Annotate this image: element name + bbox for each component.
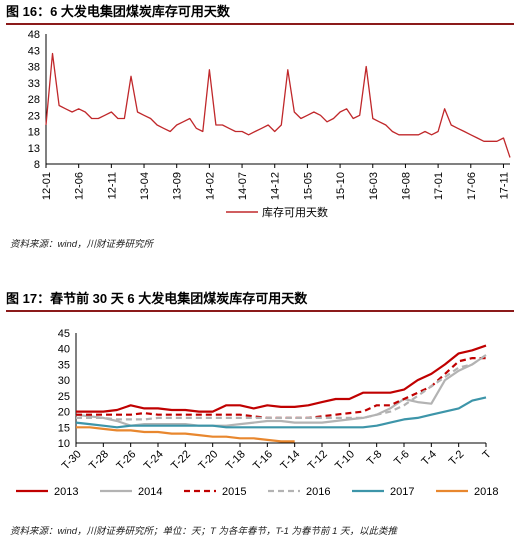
- legend-label-2018: 2018: [474, 486, 498, 498]
- legend-label-2014: 2014: [138, 486, 162, 498]
- series-line-库存可用天数: [45, 52, 511, 158]
- y-tick-label: 23: [28, 110, 40, 122]
- series-line-2017: [75, 396, 487, 429]
- x-tick-label: 14-07: [237, 172, 249, 200]
- figure-16-chart: 8 13 18 23 28 33 38 43 48 12-01 12-06 12-11 13-04 13-…: [28, 29, 511, 219]
- x-tick-label: T-24: [142, 448, 166, 472]
- figure-17-title: 图 17：春节前 30 天 6 大发电集团煤炭库存可用天数: [6, 291, 308, 306]
- figure-16-rule: [6, 23, 514, 25]
- y-tick-label: 15: [58, 422, 70, 434]
- x-tick-label: 13-04: [139, 172, 151, 200]
- x-tick-label: 15-05: [302, 172, 314, 200]
- x-tick-label: T-14: [278, 448, 302, 472]
- figure-16-source: 资料来源：wind，川财证券研究所: [10, 239, 154, 250]
- x-tick-label: T-6: [392, 448, 412, 468]
- series-line-2013: [76, 344, 487, 413]
- legend-label: 库存可用天数: [262, 205, 328, 219]
- y-tick-label: 20: [58, 407, 70, 419]
- series-line-2015: [76, 356, 486, 420]
- y-tick-label: 10: [58, 438, 70, 450]
- y-tick-label: 38: [28, 62, 40, 74]
- y-tick-label: 13: [28, 143, 40, 155]
- x-tick-label: T-26: [114, 448, 138, 472]
- x-tick-label: T-12: [306, 448, 330, 472]
- series-line-2014: [75, 354, 487, 427]
- x-tick-label: 12-06: [74, 172, 86, 200]
- x-tick-label: 15-10: [335, 172, 347, 200]
- y-tick-label: 48: [28, 29, 40, 41]
- y-tick-label: 45: [58, 328, 70, 340]
- x-tick-label: 12-11: [106, 172, 118, 199]
- x-tick-label: T-28: [87, 448, 111, 472]
- y-tick-label: 35: [58, 359, 70, 371]
- x-tick-label: T-4: [419, 448, 439, 468]
- x-tick-label: T-8: [365, 448, 385, 468]
- legend-label-2015: 2015: [222, 486, 246, 498]
- y-tick-label: 8: [34, 159, 40, 171]
- x-tick-label: T-20: [196, 448, 220, 472]
- figure-17-chart: 10 15 20 25 30 35 40 45 T-30 T-28 T-26 T-24 T-22 T-20…: [16, 328, 498, 498]
- figure-17-source: 资料来源：wind，川财证券研究所；单位：天；T 为各年春节，T-1 为春节前 …: [10, 526, 398, 537]
- x-tick-label: T-2: [447, 448, 467, 468]
- x-tick-label: T-10: [333, 448, 357, 472]
- y-tick-label: 25: [58, 391, 70, 403]
- y-tick-label: 33: [28, 78, 40, 90]
- y-tick-label: 18: [28, 127, 40, 139]
- x-tick-label: 14-02: [204, 172, 216, 200]
- x-tick-label: 16-03: [368, 172, 380, 200]
- x-tick-label: T: [481, 448, 494, 461]
- legend-label-2013: 2013: [54, 486, 78, 498]
- x-tick-label: T-18: [224, 448, 248, 472]
- x-tick-label: 17-11: [498, 172, 510, 199]
- figure-16-title: 图 16：6 大发电集团煤炭库存可用天数: [6, 4, 230, 19]
- x-tick-label: 17-01: [433, 172, 445, 200]
- x-tick-label: 17-06: [466, 172, 478, 200]
- x-tick-label: T-16: [251, 448, 275, 472]
- x-tick-label: T-22: [169, 448, 193, 472]
- y-tick-label: 30: [58, 375, 70, 387]
- x-tick-label: 13-09: [172, 172, 184, 200]
- y-tick-label: 43: [28, 45, 40, 57]
- x-tick-label: 14-12: [270, 172, 282, 200]
- x-tick-label: T-30: [60, 448, 84, 472]
- x-tick-label: 16-08: [400, 172, 412, 200]
- y-tick-label: 40: [58, 344, 70, 356]
- series-line-2016: [76, 354, 487, 421]
- legend-label-2017: 2017: [390, 486, 414, 498]
- legend-label-2016: 2016: [306, 486, 330, 498]
- figure-17-rule: [6, 310, 514, 312]
- x-tick-label: 12-01: [41, 172, 53, 200]
- series-line-2018: [76, 426, 295, 443]
- y-tick-label: 28: [28, 94, 40, 106]
